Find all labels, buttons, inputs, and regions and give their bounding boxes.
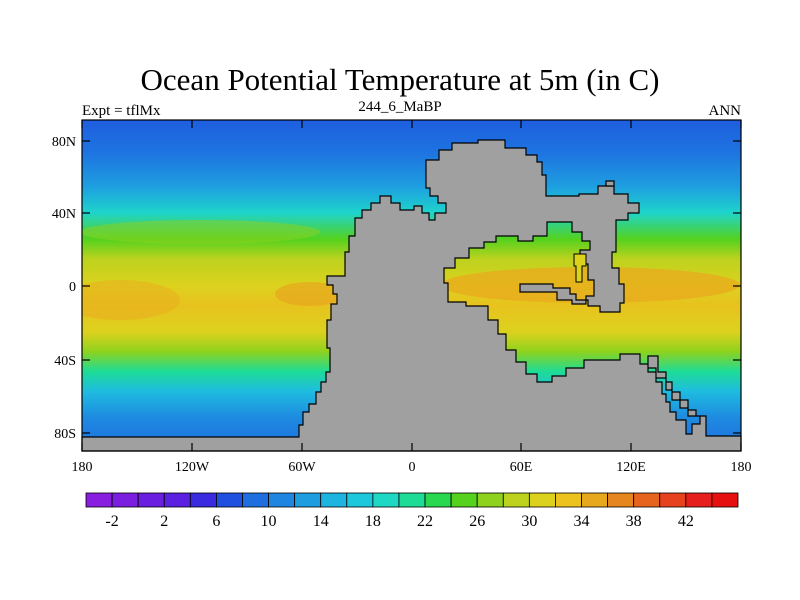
colorbar-swatch xyxy=(372,492,400,508)
colorbar-swatch xyxy=(163,492,191,508)
colorbar: -2 2 6 10 14 18 22 26 30 34 38 42 xyxy=(85,492,739,530)
season-label: ANN xyxy=(708,103,742,119)
colorbar-swatch xyxy=(320,492,348,508)
colorbar-label: 38 xyxy=(626,513,642,530)
colorbar-swatch xyxy=(711,492,739,508)
colorbar-label: 22 xyxy=(417,513,433,530)
colorbar-swatch xyxy=(502,492,530,508)
western-landmass xyxy=(81,139,742,452)
land-masses xyxy=(81,139,742,452)
lon-tick-label: 0 xyxy=(409,460,416,475)
island-interior-sea xyxy=(573,253,587,283)
colorbar-label: -2 xyxy=(105,513,118,530)
lon-tick-label: 180 xyxy=(731,460,752,475)
colorbar-swatch xyxy=(346,492,374,508)
experiment-label: Expt = tflMx xyxy=(82,103,161,119)
lat-tick-label: 80S xyxy=(54,427,76,442)
lat-tick-label: 0 xyxy=(69,280,76,295)
colorbar-label: 6 xyxy=(212,513,220,530)
colorbar-swatch xyxy=(607,492,635,508)
colorbar-swatch xyxy=(268,492,296,508)
island xyxy=(605,180,615,187)
colorbar-swatch xyxy=(85,492,113,508)
colorbar-swatch xyxy=(555,492,582,508)
lon-tick-label: 180 xyxy=(72,460,93,475)
colorbar-label: 42 xyxy=(678,513,694,530)
colorbar-label: 26 xyxy=(469,513,485,530)
colorbar-swatch xyxy=(111,492,139,508)
lat-tick-label: 40N xyxy=(52,207,76,222)
colorbar-label: 2 xyxy=(160,513,168,530)
lon-tick-label: 60E xyxy=(510,460,533,475)
colorbar-swatch xyxy=(659,492,687,508)
lon-tick-label: 120E xyxy=(616,460,646,475)
colorbar-label: 14 xyxy=(313,513,329,530)
colorbar-label: 18 xyxy=(365,513,381,530)
colorbar-swatch xyxy=(450,492,478,508)
lon-tick-label: 120W xyxy=(175,460,210,475)
colorbar-label: 30 xyxy=(521,513,537,530)
colorbar-swatch xyxy=(476,492,504,508)
colorbar-swatch xyxy=(137,492,165,508)
colorbar-swatch xyxy=(581,492,609,508)
colorbar-swatch xyxy=(242,492,269,508)
lat-tick-label: 80N xyxy=(52,135,76,150)
colorbar-swatch xyxy=(633,492,661,508)
colorbar-swatch xyxy=(215,492,243,508)
latitude-ticks: 80N 40N 0 40S 80S xyxy=(52,135,741,442)
colorbar-label: 10 xyxy=(261,513,277,530)
colorbar-swatch xyxy=(294,492,322,508)
colorbar-swatch xyxy=(189,492,217,508)
lat-tick-label: 40S xyxy=(54,354,76,369)
colorbar-swatch xyxy=(528,492,556,508)
map-title: Ocean Potential Temperature at 5m (in C) xyxy=(140,62,660,97)
colorbar-swatch xyxy=(685,492,713,508)
longitude-ticks: 180 120W 60W 0 60E 120E 180 xyxy=(72,120,752,475)
colorbar-swatch xyxy=(424,492,452,508)
colorbar-label: 34 xyxy=(574,513,590,530)
lon-tick-label: 60W xyxy=(288,460,316,475)
colorbar-swatch xyxy=(398,492,426,508)
map-subtitle: 244_6_MaBP xyxy=(358,99,442,115)
